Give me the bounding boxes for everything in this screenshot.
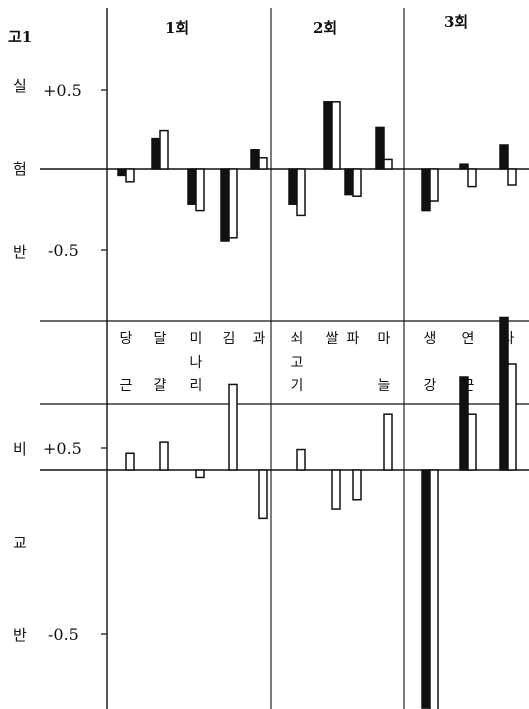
top-panel-bars (117, 101, 517, 242)
figure-label: 고1 (8, 28, 32, 46)
category-label-2-row-1: 나 (190, 355, 203, 371)
top-bar-black-8 (375, 126, 385, 170)
top-tick-label-minus: -0.5 (48, 241, 79, 260)
category-label-9-row-0: 생 (424, 331, 437, 347)
bottom-bar-white-7 (352, 469, 362, 501)
top-bar-black-0 (117, 168, 127, 177)
bottom-bar-white-3 (228, 383, 238, 471)
bottom-bar-black-11 (499, 316, 509, 471)
category-label-8-row-0: 마 (378, 331, 391, 347)
top-bar-white-11 (507, 168, 517, 186)
top-side-label-3: 반 (13, 243, 27, 261)
bottom-panel-bars (125, 316, 517, 709)
bottom-bar-white-10 (467, 413, 477, 471)
bottom-bar-white-2 (195, 469, 205, 479)
category-label-10-row-0: 연 (462, 331, 475, 347)
bottom-side-label-3: 반 (13, 626, 27, 644)
bottom-bar-white-1 (159, 441, 169, 471)
top-bar-white-1 (159, 129, 169, 170)
category-labels: 당달미김과쇠쌀파마생연사나고근걀리기늘강근과 (120, 331, 515, 394)
top-bar-black-4 (250, 149, 260, 170)
top-bar-white-0 (125, 168, 135, 183)
round-1-header: 1회 (165, 19, 189, 37)
category-label-6-row-0: 쌀 (326, 331, 339, 347)
category-label-5-row-0: 쇠 (291, 331, 304, 347)
category-label-9-row-2: 강 (424, 378, 437, 394)
top-bar-white-3 (228, 168, 238, 239)
category-label-7-row-0: 파 (347, 331, 360, 347)
category-label-1-row-0: 달 (154, 331, 167, 347)
top-bar-white-6 (331, 101, 341, 170)
top-bar-black-1 (151, 137, 161, 170)
bottom-side-label-2: 교 (13, 534, 27, 552)
bottom-tick-label-plus: +0.5 (43, 439, 82, 458)
bottom-bar-white-0 (125, 452, 135, 471)
bottom-bar-white-11 (507, 363, 517, 471)
bottom-tick-label-minus: -0.5 (48, 625, 79, 644)
bottom-bar-white-4 (258, 469, 268, 520)
category-label-3-row-0: 김 (223, 331, 236, 347)
top-bar-black-3 (220, 168, 230, 242)
bottom-bar-white-9 (429, 469, 439, 709)
top-bar-white-8 (383, 158, 393, 170)
top-bar-white-5 (296, 168, 306, 217)
top-bar-white-4 (258, 157, 268, 170)
bottom-bar-white-6 (331, 469, 341, 510)
top-bar-white-9 (429, 168, 439, 202)
top-bar-black-6 (323, 101, 333, 170)
category-label-0-row-2: 근 (120, 378, 133, 394)
category-label-2-row-2: 리 (190, 378, 203, 394)
category-label-0-row-0: 당 (120, 331, 133, 347)
top-bar-black-7 (344, 168, 354, 196)
category-label-5-row-1: 고 (291, 355, 304, 371)
top-bar-white-10 (467, 168, 477, 188)
bottom-bar-black-10 (459, 376, 469, 471)
round-3-header: 3회 (444, 13, 468, 31)
round-2-header: 2회 (313, 19, 337, 37)
top-bar-white-2 (195, 168, 205, 212)
bottom-side-label-1: 비 (13, 440, 27, 458)
top-bar-white-7 (352, 168, 362, 197)
category-label-5-row-2: 기 (291, 378, 304, 394)
top-bar-black-5 (288, 168, 298, 205)
top-tick-label-plus: +0.5 (43, 81, 82, 100)
top-bar-black-2 (187, 168, 197, 205)
category-label-8-row-2: 늘 (378, 378, 391, 394)
bottom-bar-white-8 (383, 413, 393, 471)
top-side-label-1: 실 (13, 77, 27, 95)
top-bar-black-11 (499, 144, 509, 170)
category-label-4-row-0: 과 (253, 331, 266, 347)
top-bar-black-10 (459, 163, 469, 170)
bottom-bar-black-9 (421, 469, 431, 709)
top-side-label-2: 험 (13, 160, 27, 178)
category-label-1-row-2: 걀 (154, 378, 167, 394)
bottom-bar-white-5 (296, 448, 306, 471)
top-bar-black-9 (421, 168, 431, 212)
category-label-2-row-0: 미 (190, 331, 203, 347)
